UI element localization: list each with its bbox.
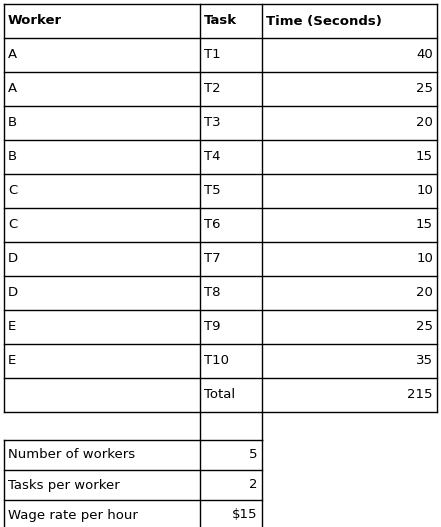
Text: Worker: Worker: [8, 15, 62, 27]
Text: T3: T3: [204, 116, 220, 130]
Text: A: A: [8, 83, 17, 95]
Text: 5: 5: [249, 448, 258, 462]
Text: T8: T8: [204, 287, 220, 299]
Text: T4: T4: [204, 151, 220, 163]
Text: 40: 40: [416, 48, 433, 62]
Text: E: E: [8, 355, 16, 367]
Text: C: C: [8, 219, 17, 231]
Text: 20: 20: [416, 116, 433, 130]
Text: 35: 35: [416, 355, 433, 367]
Text: T6: T6: [204, 219, 220, 231]
Text: T9: T9: [204, 320, 220, 334]
Text: 15: 15: [416, 219, 433, 231]
Text: T2: T2: [204, 83, 220, 95]
Text: T5: T5: [204, 184, 220, 198]
Text: 20: 20: [416, 287, 433, 299]
Text: Task: Task: [204, 15, 237, 27]
Text: Tasks per worker: Tasks per worker: [8, 479, 120, 492]
Text: T1: T1: [204, 48, 220, 62]
Text: A: A: [8, 48, 17, 62]
Text: B: B: [8, 151, 17, 163]
Text: T10: T10: [204, 355, 229, 367]
Text: 25: 25: [416, 83, 433, 95]
Text: D: D: [8, 252, 18, 266]
Text: Time (Seconds): Time (Seconds): [265, 15, 381, 27]
Text: E: E: [8, 320, 16, 334]
Text: 15: 15: [416, 151, 433, 163]
Text: T7: T7: [204, 252, 220, 266]
Text: Wage rate per hour: Wage rate per hour: [8, 509, 138, 522]
Text: Number of workers: Number of workers: [8, 448, 135, 462]
Text: $15: $15: [232, 509, 258, 522]
Text: 10: 10: [416, 184, 433, 198]
Text: 25: 25: [416, 320, 433, 334]
Text: C: C: [8, 184, 17, 198]
Text: 2: 2: [249, 479, 258, 492]
Text: B: B: [8, 116, 17, 130]
Text: 215: 215: [407, 388, 433, 402]
Text: D: D: [8, 287, 18, 299]
Text: Total: Total: [204, 388, 235, 402]
Text: 10: 10: [416, 252, 433, 266]
